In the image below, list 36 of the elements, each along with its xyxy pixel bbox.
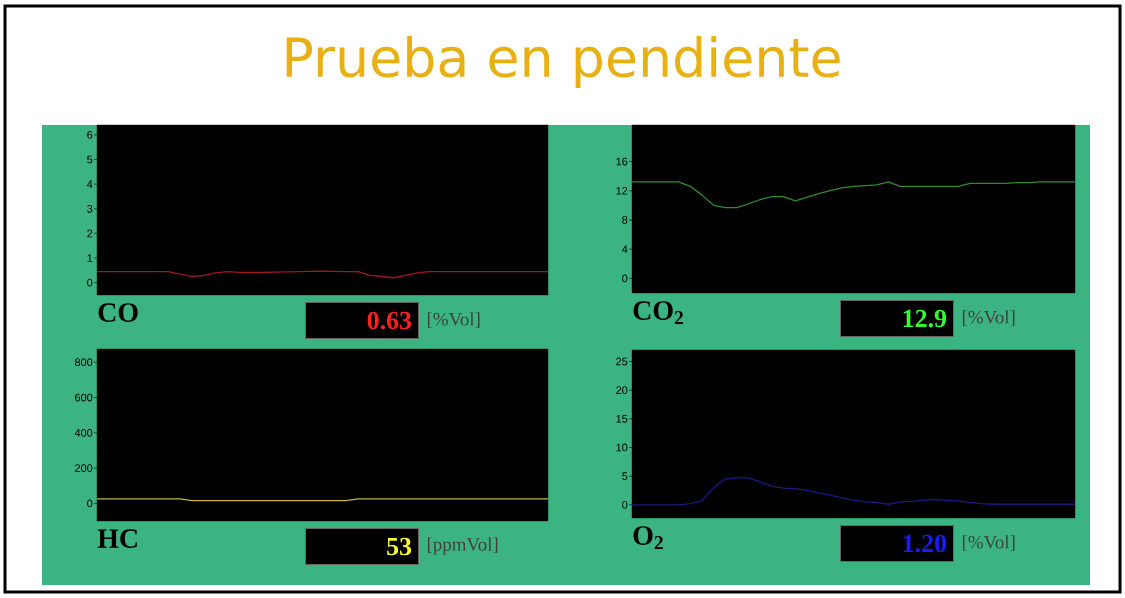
y-tick-label: 400: [74, 428, 93, 437]
y-tick-label: 600: [75, 393, 93, 402]
x-axis-title: O$_{2}$: [633, 526, 663, 550]
y-tick-label: 0: [622, 274, 628, 283]
y-tick-label: 4: [621, 245, 628, 253]
text: [ppmVol]: [427, 537, 498, 555]
x-axis-title: HC: [97, 529, 137, 548]
y-tick-label: 6: [87, 130, 93, 139]
y-tick-label: 16: [616, 157, 628, 166]
y-tick-label: 12: [616, 186, 628, 195]
y-tick-label: 0: [622, 500, 628, 509]
text: 12.9: [903, 309, 947, 328]
text: [%Vol]: [962, 535, 1015, 551]
y-tick-label: 20: [616, 386, 628, 395]
y-tick-label: 25: [616, 357, 628, 366]
x-axis-title: CO$_{2}$: [633, 301, 683, 325]
y-tick-label: 15: [616, 414, 628, 423]
x-axis-title: CO: [98, 303, 138, 322]
text: 1.20: [903, 534, 947, 553]
y-tick-label: 2: [87, 229, 93, 238]
y-tick-label: 4: [86, 180, 93, 188]
y-tick-label: 5: [87, 155, 93, 164]
y-tick-label: 0: [87, 499, 93, 508]
y-tick-label: 200: [75, 464, 93, 472]
text: 53: [387, 537, 412, 556]
y-tick-label: 3: [87, 204, 93, 213]
text: [%Vol]: [962, 310, 1015, 326]
y-tick-label: 10: [616, 443, 628, 452]
y-tick-label: 1: [87, 254, 93, 262]
y-tick-label: 800: [74, 358, 93, 367]
y-tick-label: 5: [622, 472, 628, 480]
chart-title: Prueba en pendiente: [286, 35, 840, 89]
y-tick-label: 0: [87, 278, 93, 287]
y-tick-label: 8: [622, 216, 628, 224]
text: [%Vol]: [427, 312, 480, 328]
text: 0.63: [367, 311, 412, 330]
